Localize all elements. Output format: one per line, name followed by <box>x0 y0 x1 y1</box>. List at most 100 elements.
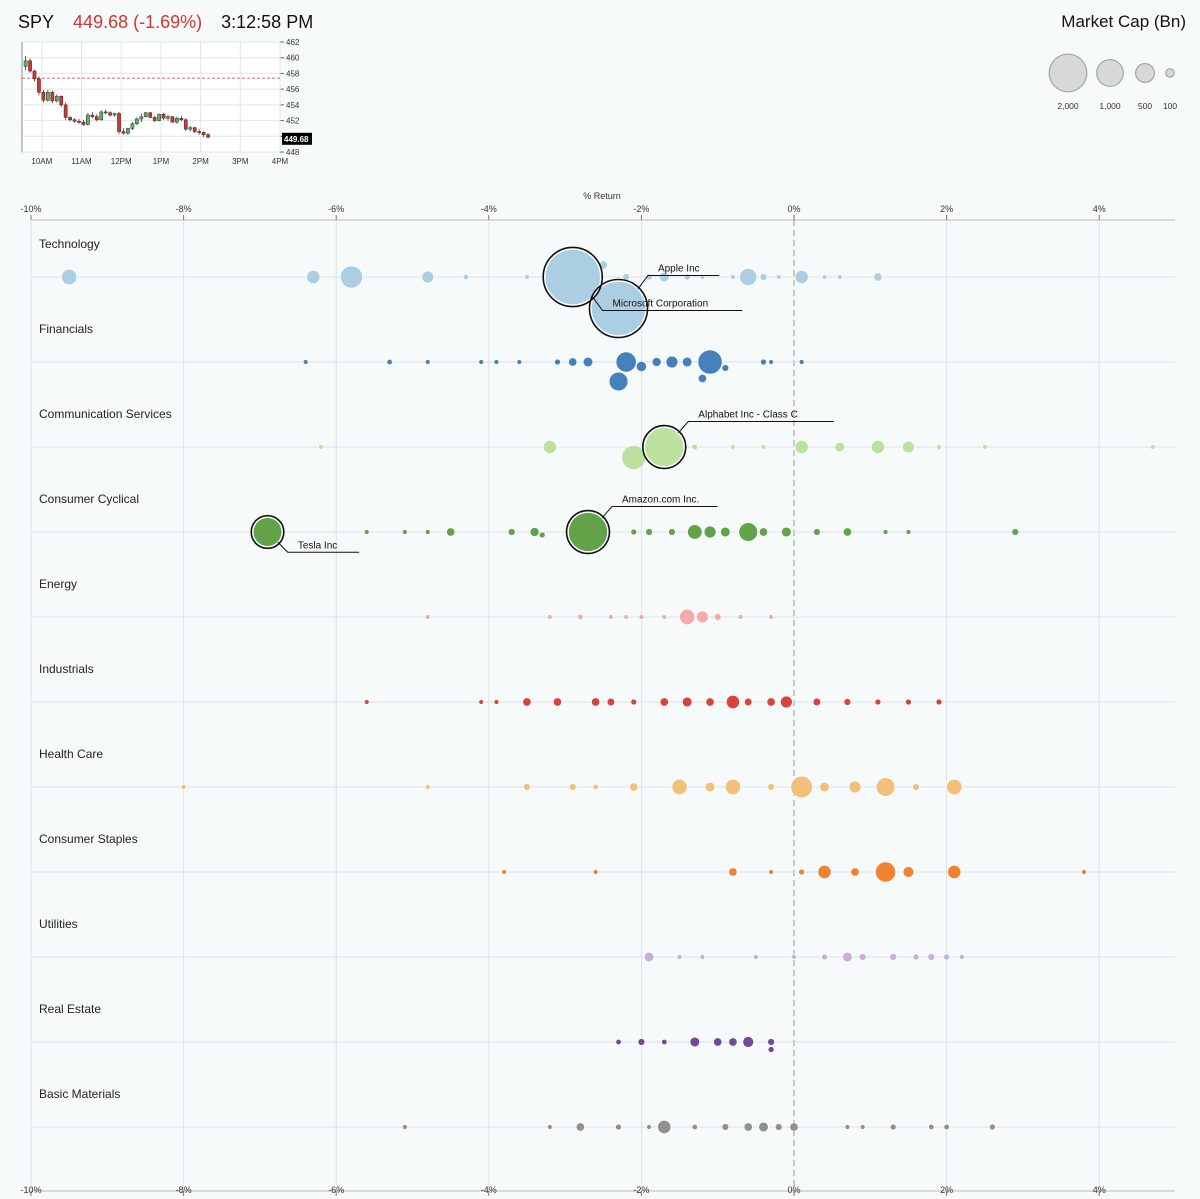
stock-bubble[interactable] <box>661 1038 668 1045</box>
stock-bubble[interactable] <box>683 273 691 281</box>
stock-bubble[interactable] <box>817 865 832 879</box>
stock-bubble[interactable] <box>544 249 601 305</box>
stock-bubble[interactable] <box>493 699 500 705</box>
stock-bubble[interactable] <box>935 698 943 706</box>
stock-bubble[interactable] <box>691 1123 698 1130</box>
stock-bubble[interactable] <box>905 529 912 535</box>
sector-row-consumer-cyclical[interactable]: Consumer Cyclical Amazon.com Inc. Tesla In… <box>31 492 1175 555</box>
stock-bubble[interactable] <box>730 274 736 280</box>
stock-bubble[interactable] <box>726 695 740 709</box>
sector-row-industrials[interactable]: Industrials <box>31 662 1175 709</box>
stock-bubble[interactable] <box>848 780 862 794</box>
stock-bubble[interactable] <box>882 529 889 535</box>
stock-bubble[interactable] <box>859 1124 866 1130</box>
stock-bubble[interactable] <box>789 1122 799 1132</box>
stock-bubble[interactable] <box>902 866 915 878</box>
stock-bubble[interactable] <box>252 517 283 547</box>
sector-row-communication-services[interactable]: Communication Services Alphabet Inc - Cla… <box>31 407 1175 470</box>
stock-bubble[interactable] <box>837 274 843 280</box>
stock-bubble[interactable] <box>889 953 897 961</box>
stock-bubble[interactable] <box>659 697 669 707</box>
stock-bubble[interactable] <box>386 359 393 366</box>
stock-bubble[interactable] <box>615 1038 622 1045</box>
stock-bubble[interactable] <box>591 697 601 707</box>
stock-bubble[interactable] <box>643 951 655 963</box>
stock-bubble[interactable] <box>768 359 774 365</box>
stock-bubble[interactable] <box>758 527 768 537</box>
stock-bubble[interactable] <box>577 613 584 620</box>
stock-bubble[interactable] <box>615 1123 622 1131</box>
stock-bubble[interactable] <box>794 440 809 454</box>
stock-bubble[interactable] <box>760 358 767 366</box>
stock-bubble[interactable] <box>630 528 638 536</box>
stock-bubble[interactable] <box>743 1122 753 1132</box>
stock-bubble[interactable] <box>523 783 531 791</box>
stock-bubble[interactable] <box>744 697 753 707</box>
stock-bubble[interactable] <box>959 954 965 960</box>
stock-bubble[interactable] <box>713 613 722 621</box>
stock-bubble[interactable] <box>568 357 578 367</box>
stock-bubble[interactable] <box>873 272 883 282</box>
stock-bubble[interactable] <box>402 1124 408 1130</box>
stock-bubble[interactable] <box>721 364 730 372</box>
stock-bubble[interactable] <box>790 775 813 799</box>
stock-bubble[interactable] <box>547 1124 553 1130</box>
stock-bubble[interactable] <box>776 274 782 280</box>
stock-bubble[interactable] <box>697 374 707 383</box>
stock-bubble[interactable] <box>844 1124 851 1130</box>
stock-bubble[interactable] <box>759 273 768 281</box>
stock-bubble[interactable] <box>542 440 557 454</box>
stock-bubble[interactable] <box>478 359 484 365</box>
stock-bubble[interactable] <box>592 869 599 875</box>
stock-bubble[interactable] <box>902 440 915 454</box>
stock-bubble[interactable] <box>721 1123 730 1131</box>
stock-bubble[interactable] <box>720 526 731 538</box>
stock-bubble[interactable] <box>425 529 431 535</box>
stock-bubble[interactable] <box>425 359 431 365</box>
sector-row-real-estate[interactable]: Real Estate <box>31 1002 1175 1053</box>
stock-bubble[interactable] <box>657 1120 672 1134</box>
stock-bubble[interactable] <box>638 614 645 620</box>
stock-bubble[interactable] <box>682 696 693 708</box>
stock-bubble[interactable] <box>1011 528 1019 536</box>
stock-bubble[interactable] <box>524 274 530 280</box>
stock-bubble[interactable] <box>813 528 821 536</box>
stock-bubble[interactable] <box>478 699 484 705</box>
stock-bubble[interactable] <box>739 268 758 286</box>
stock-bubble[interactable] <box>665 355 679 369</box>
stock-bubble[interactable] <box>682 356 693 368</box>
stock-bubble[interactable] <box>538 531 546 539</box>
stock-bubble[interactable] <box>842 527 852 537</box>
sector-row-energy[interactable]: Energy <box>31 577 1175 625</box>
stock-bubble[interactable] <box>697 349 723 375</box>
stock-bubble[interactable] <box>704 781 716 793</box>
stock-bubble[interactable] <box>768 614 774 620</box>
stock-bubble[interactable] <box>691 443 699 451</box>
sector-row-financials[interactable]: Financials <box>31 322 1175 392</box>
sector-return-bubble-chart[interactable]: % Return -10% -8% -6% -4% -2% 0% 2% 4% -10% -8% -6%… <box>0 185 1200 1197</box>
stock-bubble[interactable] <box>874 698 882 706</box>
stock-bubble[interactable] <box>552 697 562 707</box>
stock-bubble[interactable] <box>679 609 696 625</box>
stock-bubble[interactable] <box>340 265 363 289</box>
stock-bubble[interactable] <box>912 953 920 961</box>
stock-bubble[interactable] <box>516 359 523 365</box>
stock-bubble[interactable] <box>737 614 744 620</box>
stock-bubble[interactable] <box>812 697 822 707</box>
stock-bubble[interactable] <box>871 440 885 454</box>
stock-bubble[interactable] <box>767 1046 775 1053</box>
stock-bubble[interactable] <box>462 274 469 281</box>
stock-bubble[interactable] <box>635 361 647 372</box>
stock-bubble[interactable] <box>568 512 608 552</box>
stock-bubble[interactable] <box>687 524 703 540</box>
stock-bubble[interactable] <box>875 777 896 797</box>
stock-bubble[interactable] <box>608 614 614 620</box>
stock-bubble[interactable] <box>522 697 532 707</box>
stock-bubble[interactable] <box>591 281 646 336</box>
stock-bubble[interactable] <box>661 614 668 620</box>
stock-bubble[interactable] <box>843 698 852 706</box>
sector-row-technology[interactable]: Technology Apple Inc Microsoft Corporation <box>31 237 1175 339</box>
stock-bubble[interactable] <box>766 697 776 707</box>
stock-bubble[interactable] <box>180 784 187 790</box>
stock-bubble[interactable] <box>905 698 912 706</box>
